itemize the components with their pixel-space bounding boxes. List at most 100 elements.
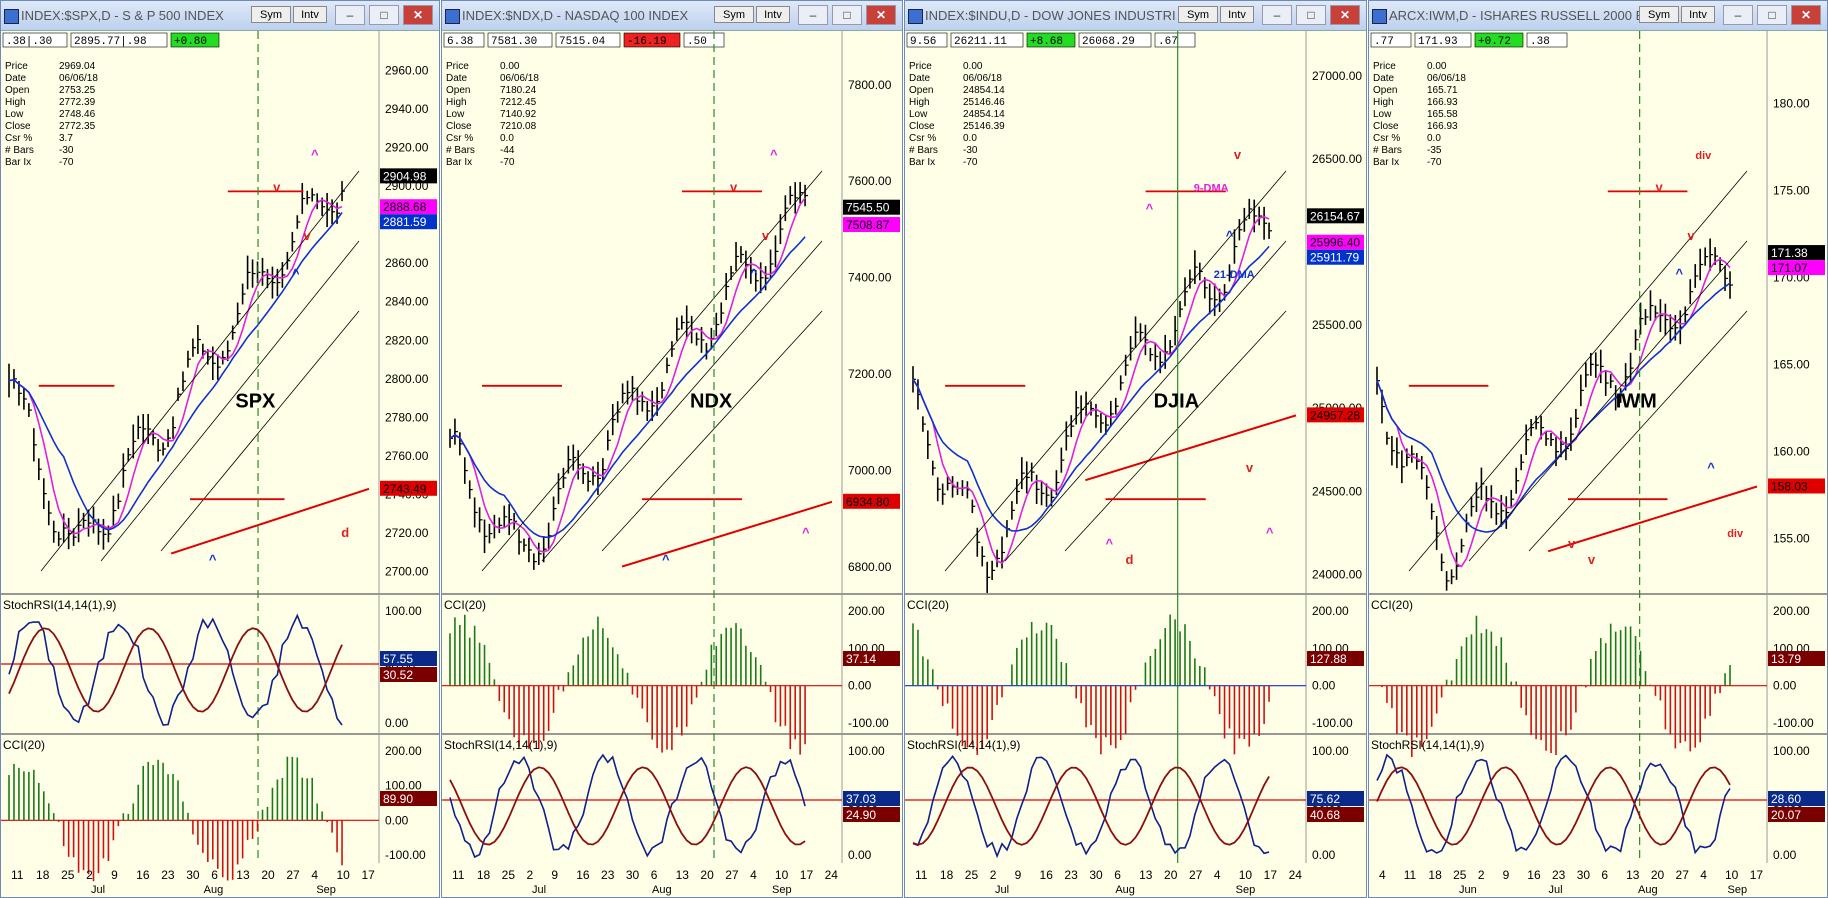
month-label: Jul — [91, 884, 105, 896]
indicator-tag-value: 28.60 — [1771, 792, 1801, 806]
annotation-mark: ^ — [1226, 228, 1234, 243]
date-axis-tick: 11 — [452, 868, 465, 882]
info-value: -44 — [500, 145, 515, 156]
date-axis-tick: 9 — [551, 868, 558, 882]
intv-button[interactable]: Intv — [1220, 6, 1254, 23]
chart-window-spx[interactable]: INDEX:$SPX,D - S & P 500 INDEX Sym Intv – □ ✕… — [0, 0, 440, 898]
info-value: 06/06/18 — [963, 73, 1002, 84]
chart-window-djia[interactable]: INDEX:$INDU,D - DOW JONES INDUSTRI Sym Int… — [904, 0, 1367, 898]
info-key: Close — [5, 121, 31, 132]
date-axis-tick: 13 — [236, 868, 250, 882]
indicator-tag — [380, 791, 437, 806]
quote-strip: .38|.30 2895.77|.98 +0.80 — [2, 32, 220, 48]
window-title-bar[interactable]: INDEX:$NDX,D - NASDAQ 100 INDEX Sym Intv – □… — [442, 1, 902, 31]
annotation-mark: ^ — [1106, 536, 1114, 551]
window-title-bar[interactable]: INDEX:$INDU,D - DOW JONES INDUSTRI Sym Int… — [905, 1, 1366, 31]
indicator-tag — [843, 791, 900, 806]
stochrsi-d-line — [449, 766, 806, 846]
intv-button[interactable]: Intv — [1681, 6, 1715, 23]
indicator-axis-tick: 0.00 — [1773, 848, 1797, 862]
minimize-button[interactable]: – — [798, 5, 828, 25]
price-tag — [843, 217, 900, 233]
trend-line[interactable] — [40, 170, 360, 572]
info-value: 0.00 — [963, 61, 983, 72]
ma9-line — [449, 197, 806, 553]
info-value: 0.00 — [1427, 61, 1447, 72]
minimize-button[interactable]: – — [1723, 5, 1753, 25]
price-axis-tick: 160.00 — [1773, 445, 1810, 459]
indicator-axis-tick: 200.00 — [848, 604, 885, 618]
chart-canvas[interactable]: .38|.30 2895.77|.98 +0.802960.002940.00292… — [1, 31, 439, 897]
trend-line[interactable] — [1408, 170, 1748, 572]
trend-line[interactable] — [601, 310, 823, 552]
indicator-axis-tick: -100.00 — [848, 716, 889, 730]
info-key: Date — [909, 73, 931, 84]
window-menu-icon[interactable] — [1372, 9, 1387, 24]
chart-canvas[interactable]: .77 171.93 +0.72.38180.00175.00170.00165.0… — [1369, 31, 1827, 897]
trend-line[interactable] — [160, 310, 360, 552]
sym-button[interactable]: Sym — [251, 6, 291, 23]
maximize-button[interactable]: □ — [832, 5, 862, 25]
annotation-mark: ^ — [770, 147, 778, 162]
trend-line[interactable] — [1468, 240, 1748, 562]
trend-line[interactable] — [1064, 310, 1287, 552]
indicator-axis-tick: 100.00 — [385, 604, 422, 618]
info-value: 24854.14 — [963, 85, 1005, 96]
annotation-mark: ^ — [1675, 266, 1683, 281]
window-title-bar[interactable]: ARCX:IWM,D - ISHARES RUSSELL 2000 E Sym In… — [1369, 1, 1827, 31]
close-button[interactable]: ✕ — [1791, 5, 1821, 25]
date-axis-tick: 6 — [1114, 868, 1121, 882]
quote-cell — [623, 32, 681, 48]
indicator-axis-tick: 0.00 — [385, 716, 409, 730]
maximize-button[interactable]: □ — [1757, 5, 1787, 25]
sym-button[interactable]: Sym — [1639, 6, 1679, 23]
chart-window-ndx[interactable]: INDEX:$NDX,D - NASDAQ 100 INDEX Sym Intv – □… — [441, 0, 903, 898]
quote-cell — [1026, 32, 1076, 48]
indicator-axis-tick: 200.00 — [1312, 604, 1349, 618]
date-axis-tick: 11 — [11, 868, 24, 882]
date-axis-tick: 10 — [1239, 868, 1253, 882]
data-window: Price 0.00 Date 06/06/18 Open 24854.14 High 251… — [909, 61, 1005, 168]
intv-button[interactable]: Intv — [293, 6, 327, 23]
trend-line[interactable] — [1528, 310, 1748, 552]
price-tag-value: 25911.79 — [1310, 251, 1359, 265]
annotation-mark: v — [1234, 147, 1242, 162]
close-button[interactable]: ✕ — [403, 5, 433, 25]
trend-line[interactable] — [100, 240, 360, 562]
trend-line[interactable] — [481, 170, 823, 572]
indicator-tag — [380, 667, 437, 682]
intv-button[interactable]: Intv — [756, 6, 790, 23]
chart-canvas[interactable]: 9.56 26211.11 +8.68 26068.29 .67 27000.00 2650… — [905, 31, 1366, 897]
price-axis-tick: 180.00 — [1773, 96, 1810, 110]
close-button[interactable]: ✕ — [866, 5, 896, 25]
info-value: 2748.46 — [59, 109, 96, 120]
chart-window-iwm[interactable]: ARCX:IWM,D - ISHARES RUSSELL 2000 E Sym In… — [1368, 0, 1828, 898]
sym-button[interactable]: Sym — [1178, 6, 1218, 23]
info-value: 7212.45 — [500, 97, 537, 108]
maximize-button[interactable]: □ — [369, 5, 399, 25]
indicator-axis-tick: 200.00 — [1773, 604, 1810, 618]
window-menu-icon[interactable] — [445, 9, 460, 24]
date-axis-tick: 30 — [626, 868, 640, 882]
trend-line[interactable] — [1004, 240, 1287, 562]
date-axis-tick: 24 — [825, 868, 839, 882]
quote-value: 171.93 — [1418, 36, 1458, 48]
chart-canvas[interactable]: 6.38 7581.30 7515.04 -16.19 .50 7800.00 7600.0… — [442, 31, 902, 897]
sym-button[interactable]: Sym — [714, 6, 754, 23]
indicator-name: StochRSI(14,14(1),9) — [3, 598, 116, 612]
price-bars — [449, 182, 809, 570]
trend-line[interactable] — [541, 240, 823, 562]
price-axis-tick: 7000.00 — [848, 463, 892, 477]
window-menu-icon[interactable] — [4, 9, 19, 24]
minimize-button[interactable]: – — [335, 5, 365, 25]
window-title-bar[interactable]: INDEX:$SPX,D - S & P 500 INDEX Sym Intv – □ ✕ — [1, 1, 439, 31]
trend-line[interactable] — [944, 170, 1287, 572]
maximize-button[interactable]: □ — [1296, 5, 1326, 25]
annotation-mark: ^ — [1146, 201, 1154, 216]
minimize-button[interactable]: – — [1262, 5, 1292, 25]
close-button[interactable]: ✕ — [1330, 5, 1360, 25]
window-menu-icon[interactable] — [908, 9, 923, 24]
price-bars — [8, 181, 346, 550]
indicator-name: StochRSI(14,14(1),9) — [1371, 738, 1484, 752]
indicator-axis-tick: 0.00 — [385, 813, 409, 827]
